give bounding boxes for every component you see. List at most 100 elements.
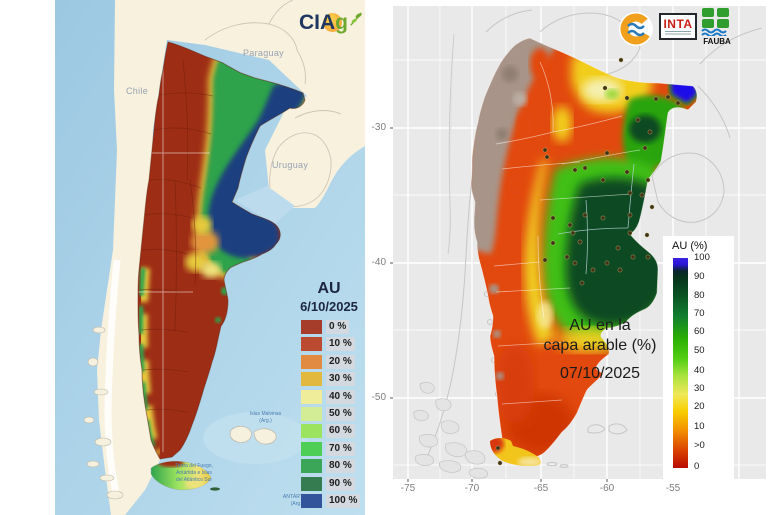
inta-logo: INTA	[659, 13, 697, 40]
legend-row: 90 %	[301, 476, 366, 491]
station-dot	[627, 230, 633, 236]
y-tick-neg50: -50	[371, 392, 386, 403]
legend-row: 100 %	[301, 493, 366, 508]
label-paraguay: Paraguay	[243, 48, 284, 58]
ciag-logo-text-a: A	[320, 11, 336, 34]
legend-swatch	[301, 372, 322, 387]
andes-ridge	[104, 259, 121, 499]
legend-label: 0 %	[326, 320, 350, 334]
right-legend-title: AU (%)	[672, 240, 708, 252]
legend-row: 60 %	[301, 424, 366, 439]
station-dot	[639, 192, 645, 198]
station-dot	[627, 190, 633, 196]
annotation-line1: AU en la	[569, 317, 631, 334]
station-dot	[544, 154, 550, 160]
annotation-date: 07/10/2025	[559, 365, 641, 382]
label-chile: Chile	[126, 86, 149, 96]
legend-swatch	[301, 459, 322, 474]
station-dot	[624, 95, 630, 101]
ciag-leaf-icon	[350, 12, 362, 26]
label-malvinas: Islas Malvinas (Arg.)	[249, 411, 282, 424]
station-dot	[572, 167, 578, 173]
station-dot	[550, 240, 556, 246]
legend-swatch	[301, 337, 322, 352]
legend-label: 60 %	[326, 424, 355, 439]
chilean-islands	[83, 326, 124, 500]
station-dot	[570, 230, 576, 236]
station-dot	[649, 204, 655, 210]
legend-row: 70 %	[301, 441, 366, 456]
station-dot	[564, 254, 570, 260]
label-antartida: ANTÁRTIDA (Arg.)	[282, 494, 312, 507]
ciag-logo-text-ci: CI	[299, 11, 320, 34]
station-dot	[645, 254, 651, 260]
station-dot	[665, 94, 671, 100]
station-dot	[600, 177, 606, 183]
legend-tick: 70	[694, 308, 705, 319]
legend-swatch	[301, 476, 322, 491]
station-dot	[590, 267, 596, 273]
station-dot	[567, 222, 573, 228]
station-dot	[497, 460, 503, 466]
legend-label: 20 %	[326, 354, 355, 369]
station-dot	[542, 147, 548, 153]
ciag-logo-text-g: g	[335, 11, 348, 34]
legend-label: 80 %	[326, 459, 355, 474]
argentina-outline-left	[137, 41, 306, 460]
station-dot	[582, 212, 588, 218]
legend-swatch	[301, 493, 322, 508]
legend-tick: 20	[694, 401, 705, 412]
label-uruguay: Uruguay	[272, 160, 309, 170]
station-dot	[542, 257, 548, 263]
legend-tick: 90	[694, 271, 705, 282]
legend-row: 80 %	[301, 459, 366, 474]
legend-label: 30 %	[326, 372, 355, 387]
station-dot	[635, 117, 641, 123]
legend-tick: 0	[694, 461, 700, 472]
station-dots	[495, 57, 681, 466]
station-dot	[642, 145, 648, 151]
station-dot	[604, 260, 610, 266]
legend-label: 100 %	[326, 493, 361, 508]
legend-swatch	[301, 320, 322, 334]
station-dot	[604, 150, 610, 156]
ciag-sun-icon	[323, 13, 342, 32]
legend-tick: 30	[694, 383, 705, 394]
legend-swatch	[301, 389, 322, 404]
station-dot	[550, 215, 556, 221]
left-legend-rows: 0 % 10 % 20 % 30 % 40 % 50 % 60 % 70 % 8…	[292, 320, 366, 508]
legend-tick: 40	[694, 365, 705, 376]
station-dot	[624, 169, 630, 175]
station-dot	[602, 85, 608, 91]
legend-row: 0 %	[301, 320, 366, 334]
station-dot	[615, 245, 621, 251]
station-dot	[600, 215, 606, 221]
annotation-line2: capa arable (%)	[543, 337, 657, 354]
legend-row: 40 %	[301, 389, 366, 404]
legend-tick: 80	[694, 290, 705, 301]
neighbor-landmass	[83, 0, 365, 515]
station-dot	[653, 96, 659, 102]
tierra-del-fuego-left	[150, 461, 220, 491]
station-dot	[572, 260, 578, 266]
station-dot	[618, 57, 624, 63]
x-tick-neg70: -70	[464, 483, 480, 494]
station-dot	[579, 280, 585, 286]
right-legend: AU (%) 100 90 80 70 60 50 40 30 20 10 >0…	[663, 236, 734, 483]
chile-fjords	[413, 33, 488, 479]
station-dot	[675, 100, 681, 106]
fauba-logo-icon	[701, 8, 729, 36]
ciag-logo: CI A g	[299, 9, 363, 37]
left-legend-date: 6/10/2025	[300, 299, 358, 314]
left-legend-title: AU	[317, 280, 341, 297]
station-dot	[495, 445, 501, 451]
right-map-annotation: AU en la capa arable (%) 07/10/2025	[522, 316, 678, 383]
legend-tick: 60	[694, 326, 705, 337]
x-tick-neg65: -65	[533, 483, 549, 494]
fauba-logo: FAUBA	[701, 8, 733, 48]
axis-ticks	[390, 127, 674, 482]
x-tick-neg55: -55	[665, 483, 681, 494]
rio-de-la-plata	[235, 186, 295, 224]
fauba-logo-text: FAUBA	[703, 37, 731, 46]
